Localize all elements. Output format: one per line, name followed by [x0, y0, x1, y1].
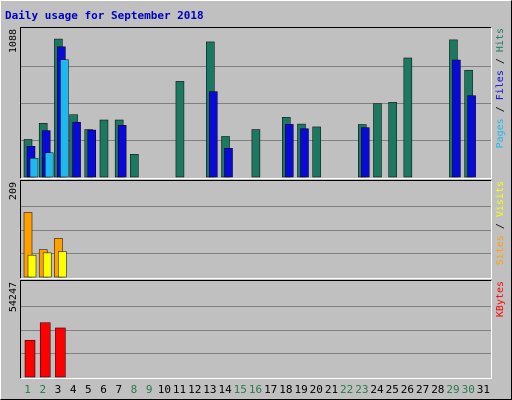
pages-panel-highlight	[20, 27, 492, 179]
pages-ymax-label: 1088	[8, 29, 19, 53]
day-label-31: 31	[477, 383, 490, 396]
kbytes-ymax-label: 54247	[8, 282, 19, 312]
day-label-28: 28	[431, 383, 444, 396]
kbytes-kbytes-bar-day-3	[55, 327, 66, 378]
pages-files-bar-day-4	[72, 121, 81, 178]
pages-files-bar-day-13	[209, 91, 218, 178]
day-label-1: 1	[24, 383, 31, 396]
kbytes-kbytes-bar-day-1	[24, 339, 36, 378]
pages-legend-label: Pages / Files / Hits	[495, 28, 506, 148]
day-label-22: 22	[340, 383, 353, 396]
pages-hits-bar-day-25	[388, 102, 397, 178]
pages-files-bar-day-18	[285, 124, 294, 178]
kbytes-panel-shadow	[20, 280, 492, 379]
pages-files-bar-day-5	[87, 129, 97, 178]
chart-panels: 1088 209 54247	[8, 27, 492, 379]
pages-panel: 1088	[8, 27, 492, 179]
legend-part: Pages	[495, 118, 506, 148]
day-label-14: 14	[218, 383, 232, 396]
day-label-2: 2	[39, 383, 46, 396]
visits-legend-label: Sites / Visits	[495, 181, 506, 265]
day-label-19: 19	[294, 383, 307, 396]
kbytes-kbytes-bar-day-2	[39, 322, 51, 378]
day-label-23: 23	[355, 383, 368, 396]
day-label-16: 16	[249, 383, 262, 396]
day-label-25: 25	[386, 383, 399, 396]
day-label-30: 30	[462, 383, 475, 396]
day-label-10: 10	[158, 383, 171, 396]
pages-hits-bar-day-11	[175, 81, 185, 178]
visits-panel-highlight	[20, 180, 492, 279]
day-label-26: 26	[401, 383, 414, 396]
visits-sites-bar-day-3	[58, 251, 67, 278]
legend-labels: Pages / Files / Hits Sites / Visits KBytes	[495, 28, 506, 317]
kbytes-panel: 54247	[8, 280, 492, 379]
visits-panel-bg	[20, 180, 491, 278]
day-label-27: 27	[416, 383, 429, 396]
day-label-9: 9	[146, 383, 153, 396]
kbytes-legend-label: KBytes	[495, 281, 506, 317]
day-label-18: 18	[279, 383, 292, 396]
day-label-24: 24	[370, 383, 384, 396]
visits-sites-bar-day-1	[27, 254, 37, 278]
day-label-6: 6	[100, 383, 107, 396]
day-label-17: 17	[264, 383, 277, 396]
visits-sites-bar-day-2	[42, 252, 52, 278]
day-label-5: 5	[85, 383, 92, 396]
day-label-3: 3	[55, 383, 62, 396]
legend-part: /	[495, 217, 506, 235]
legend-part: Files	[495, 70, 506, 100]
legend-part: Visits	[495, 181, 506, 217]
day-label-4: 4	[70, 383, 77, 396]
day-label-21: 21	[325, 383, 338, 396]
visits-ymax-label: 209	[8, 182, 19, 200]
legend-part: Sites	[495, 235, 506, 265]
pages-hits-bar-day-16	[251, 129, 261, 178]
pages-hits-bar-day-8	[130, 154, 139, 178]
legend-part: KBytes	[495, 281, 506, 317]
pages-pages-bar-day-1	[29, 157, 39, 178]
pages-pages-bar-day-2	[44, 152, 54, 178]
pages-panel-shadow	[20, 27, 492, 179]
visits-panel: 209	[8, 180, 492, 279]
pages-hits-bar-day-24	[373, 103, 382, 178]
legend-part: Hits	[495, 28, 506, 52]
day-label-15: 15	[234, 383, 247, 396]
pages-files-bar-day-23	[361, 127, 370, 178]
pages-files-bar-day-30	[467, 95, 476, 178]
day-label-20: 20	[310, 383, 323, 396]
day-label-8: 8	[131, 383, 138, 396]
pages-files-bar-day-19	[300, 128, 309, 178]
day-label-12: 12	[188, 383, 201, 396]
pages-files-bar-day-29	[452, 59, 461, 178]
day-label-13: 13	[203, 383, 216, 396]
pages-files-bar-day-7	[117, 125, 127, 178]
kbytes-panel-highlight	[20, 280, 492, 379]
pages-hits-bar-day-20	[312, 126, 321, 178]
day-label-29: 29	[446, 383, 459, 396]
day-label-11: 11	[173, 383, 186, 396]
chart-title: Daily usage for September 2018	[5, 9, 204, 22]
day-label-7: 7	[115, 383, 122, 396]
pages-pages-bar-day-3	[60, 59, 69, 178]
kbytes-panel-bg	[20, 280, 491, 378]
visits-panel-shadow	[20, 180, 492, 279]
day-axis-labels: 1 2 3 4 5 6 7 8 9 10 11 12 13 14 15 16 17 18 19 20 21 22 23 24 2…	[24, 383, 490, 396]
pages-hits-bar-day-6	[99, 119, 109, 178]
pages-hits-bar-day-26	[403, 57, 413, 178]
legend-part: /	[495, 52, 506, 70]
legend-part: /	[495, 100, 506, 118]
pages-files-bar-day-14	[224, 148, 233, 178]
